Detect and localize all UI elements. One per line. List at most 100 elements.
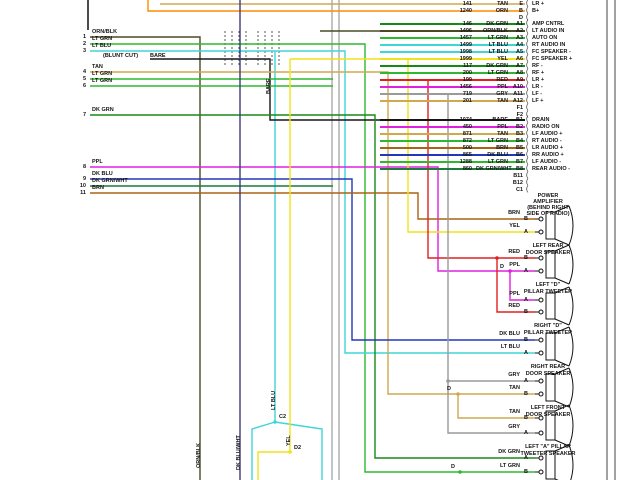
connector-row-function: RF - xyxy=(532,63,543,69)
connector-row-bracket: ( xyxy=(526,20,529,27)
left-pin-number: 6 xyxy=(82,83,86,89)
connector-row-bracket: ( xyxy=(526,130,529,137)
wire-bare-drain xyxy=(150,58,382,121)
left-pin-wire-color: DK GRN/WHT xyxy=(92,178,128,184)
speaker-name-label: RIGHT "D" xyxy=(534,323,562,329)
connector-row-pin: A2 xyxy=(515,28,523,34)
connector-row-bracket: ( xyxy=(526,41,529,48)
connector-row-bracket: ( xyxy=(526,27,529,34)
connector-row-wire-line xyxy=(380,72,525,74)
connector-row-bracket: ( xyxy=(526,76,529,83)
left-pin-wire-color: PPL xyxy=(92,159,103,165)
connector-row-function: FC SPEAKER + xyxy=(532,56,573,62)
connector-row-wire-number: 146 xyxy=(462,21,472,27)
connector-row-wire-line xyxy=(380,147,525,149)
connector-row-wire-number: 1240 xyxy=(459,8,472,14)
speaker-cone xyxy=(554,404,570,447)
left-pin-wire-color: LT GRN xyxy=(92,71,113,77)
wire-lt-blu-branch-left xyxy=(251,421,276,480)
connector-row-wire-color: DK GRN xyxy=(486,63,508,69)
left-pin-wire-color: DK GRN xyxy=(92,107,114,113)
speaker-cone xyxy=(554,326,570,367)
left-pin-wire-color: BRN xyxy=(92,185,104,191)
splice-node-tan xyxy=(456,392,460,396)
connector-row-wire-line xyxy=(380,86,525,88)
speaker-cone xyxy=(554,286,570,326)
connector-row-bracket: ( xyxy=(526,158,529,165)
wire-pin2-lt-grn xyxy=(90,43,535,473)
wire-pin1-orn-blk xyxy=(90,36,201,480)
bare-wire-label: BARE xyxy=(150,53,166,59)
connector-row-bracket: ( xyxy=(526,83,529,90)
connector-row-bracket: ( xyxy=(526,137,529,144)
speaker-magnet xyxy=(545,332,556,361)
splice-label: D xyxy=(500,264,504,270)
left-pin-number: 4 xyxy=(82,69,86,75)
left-pin-wire-color: ORN/BLK xyxy=(92,29,118,35)
connector-row-bracket: ( xyxy=(526,123,529,130)
connector-row-wire-line xyxy=(380,30,525,32)
connector-row-wire-number: 871 xyxy=(462,131,472,137)
connector-row-pin: A7 xyxy=(515,63,523,69)
wire-tan-tweeter-branch xyxy=(457,394,535,419)
connector-row-pin: A10 xyxy=(512,84,523,90)
splice-node-gry xyxy=(446,379,450,383)
speaker-terminal xyxy=(538,268,544,274)
speaker-cone-edge xyxy=(568,404,574,447)
connector-row-function: RT AUDIO - xyxy=(532,138,562,144)
connector-row-wire-color: DK GRN xyxy=(486,21,508,27)
connector-row-bracket: ( xyxy=(526,165,529,172)
speaker-cone xyxy=(554,244,570,285)
speaker-terminal xyxy=(538,469,544,475)
connector-row-wire-number: 117 xyxy=(463,63,472,69)
connector-row-wire-number: 1496 xyxy=(459,28,472,34)
wire-pin7-dk-grn xyxy=(90,114,535,459)
connector-row-pin: B11 xyxy=(513,173,523,179)
splice-node-lt-blu xyxy=(273,420,277,424)
connector-row-wire-line xyxy=(380,23,525,25)
speaker-magnet xyxy=(545,292,556,320)
wire-gry-tweeter-branch xyxy=(447,381,535,434)
wire-red-tweeter-branch xyxy=(496,258,535,313)
connector-row-bracket: ( xyxy=(526,55,529,62)
speaker-cone xyxy=(554,205,570,246)
speaker-wire-color-label: RED xyxy=(508,303,520,309)
connector-row-wire-line xyxy=(380,58,525,60)
connector-row-wire-number: 200 xyxy=(462,70,472,76)
speaker-terminal xyxy=(538,309,544,315)
speaker-name-label: LEFT "D" xyxy=(535,282,561,288)
connector-row-pin: A12 xyxy=(512,98,523,104)
connector-row-function: RR AUDIO + xyxy=(532,152,564,158)
connector-row-function: AUTO ON xyxy=(532,35,558,41)
speaker-wire-color-label: TAN xyxy=(509,409,520,415)
connector-row-function: REAR AUDIO - xyxy=(532,166,570,172)
connector-row-wire-number: 1074 xyxy=(459,117,472,123)
connector-row-function: LF - xyxy=(532,91,543,97)
connector-row-wire-line xyxy=(380,126,525,128)
speaker-cone xyxy=(554,444,570,480)
speaker-terminal xyxy=(538,430,544,436)
connector-row-wire-number: 450 xyxy=(462,124,472,130)
connector-row-bracket: ( xyxy=(526,34,529,41)
connector-row-pin: A8 xyxy=(515,70,523,76)
speaker-name-label: DOOR SPEAKER xyxy=(525,250,571,256)
speaker-terminal xyxy=(538,297,544,303)
speaker-pin-letter: A xyxy=(524,350,528,356)
speaker-name-label: PILLAR TWEETER xyxy=(523,289,573,295)
wire-ppl-tweeter-branch xyxy=(509,271,535,301)
left-pin-wire-color: TAN xyxy=(92,64,103,70)
connector-row-pin: B2 xyxy=(515,124,523,130)
speaker-pin-letter: A xyxy=(524,268,528,274)
connector-row-pin: A11 xyxy=(513,91,523,97)
speaker-pin-letter: A xyxy=(524,229,528,235)
speaker-terminal xyxy=(538,415,544,421)
left-pin-wire-color: LT GRN xyxy=(92,78,113,84)
connector-row-pin: B12 xyxy=(512,180,523,186)
connector-row-bracket: ( xyxy=(526,97,529,104)
connector-row-wire-line xyxy=(380,37,525,39)
speaker-terminal xyxy=(538,255,544,261)
connector-row-function: LR + xyxy=(532,77,545,83)
speaker-pin-letter: B xyxy=(524,309,528,315)
connector-row-wire-color: TAN xyxy=(497,98,508,104)
